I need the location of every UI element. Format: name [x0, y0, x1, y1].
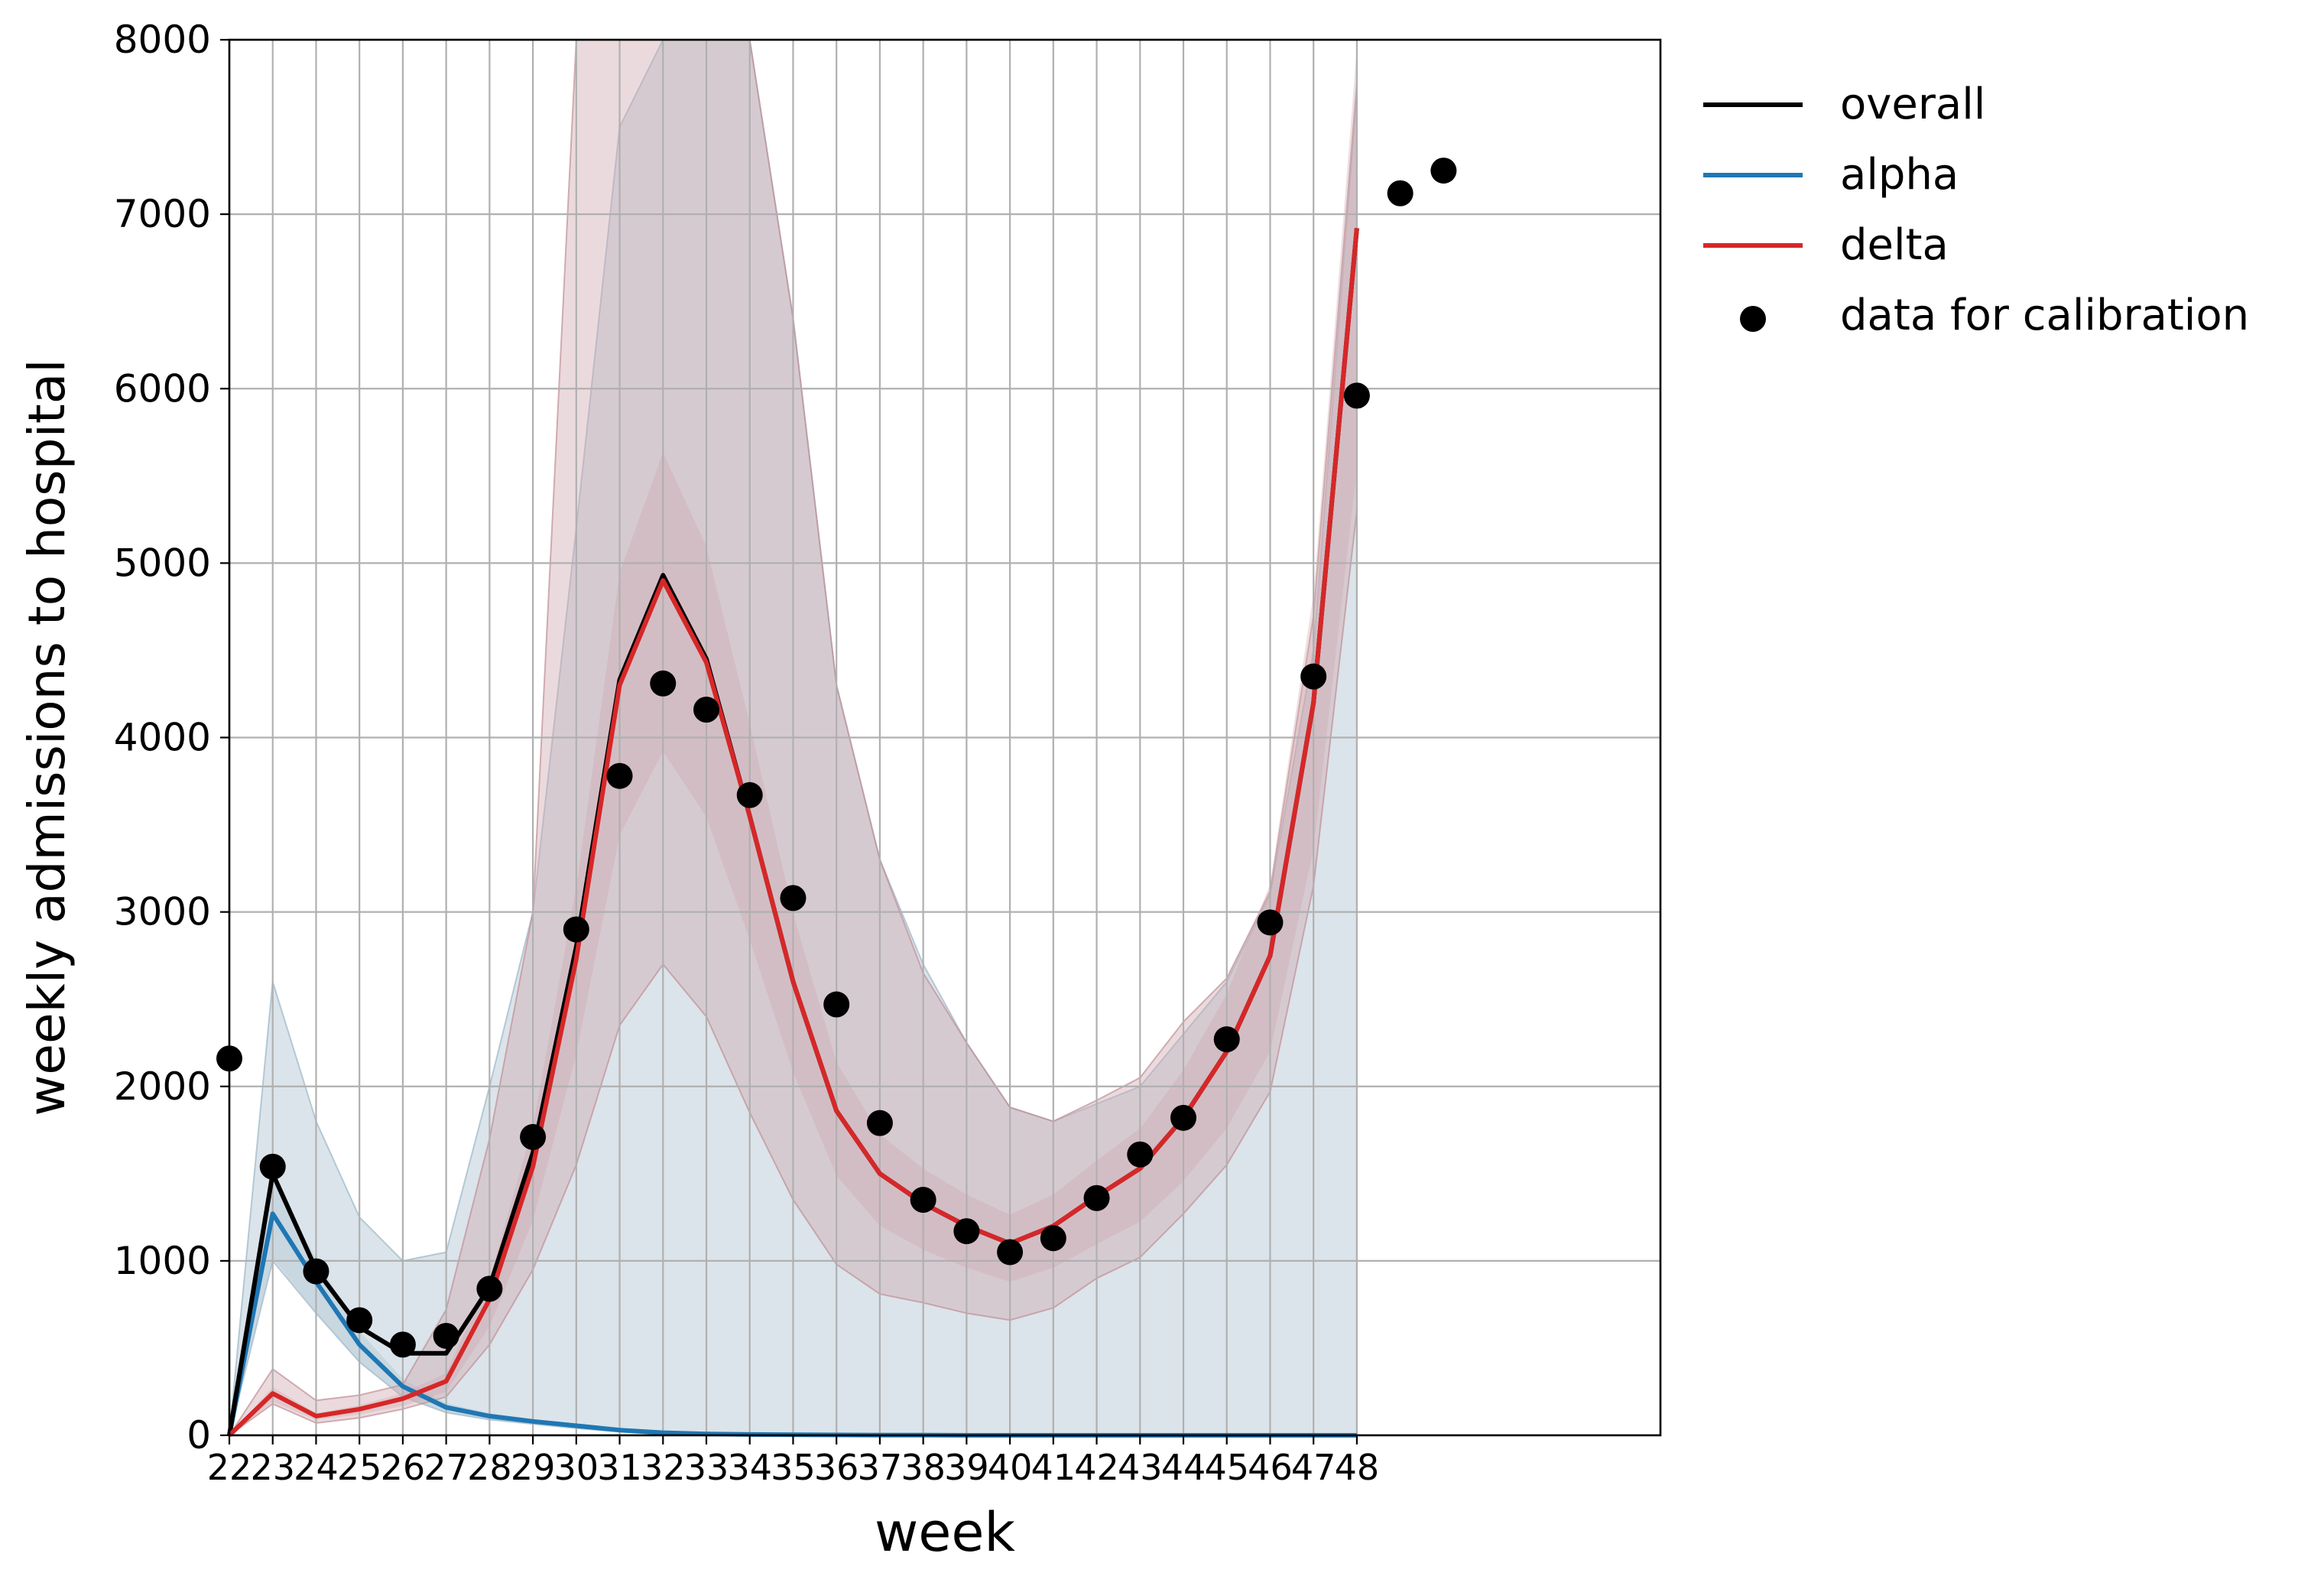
x-tick-label: 28: [467, 1447, 512, 1488]
legend-label: data for calibration: [1840, 291, 2249, 340]
y-tick-label: 4000: [114, 716, 211, 760]
calibration-point: [303, 1258, 329, 1285]
y-tick-label: 1000: [114, 1239, 211, 1283]
calibration-point: [606, 762, 633, 789]
calibration-point: [1430, 158, 1457, 184]
legend-swatch-calibration: [1740, 306, 1766, 332]
y-tick-label: 0: [187, 1413, 211, 1457]
legend-label: delta: [1840, 220, 1949, 270]
x-tick-label: 38: [901, 1447, 946, 1488]
y-tick-label: 7000: [114, 192, 211, 236]
calibration-point: [780, 885, 807, 911]
x-tick-label: 48: [1335, 1447, 1380, 1488]
line-delta: [227, 228, 1359, 1438]
y-tick-label: 2000: [114, 1064, 211, 1109]
x-tick-label: 45: [1204, 1447, 1249, 1488]
x-tick-label: 35: [771, 1447, 816, 1488]
calibration-point: [1343, 382, 1370, 409]
legend: overall alpha delta data for calibration: [1703, 80, 2249, 340]
calibration-point: [1300, 663, 1327, 690]
x-tick-label: 25: [337, 1447, 382, 1488]
calibration-point: [1170, 1104, 1196, 1131]
x-tick-label: 37: [858, 1447, 903, 1488]
calibration-point: [433, 1322, 459, 1349]
x-tick-label: 26: [381, 1447, 426, 1488]
x-tick-label: 42: [1074, 1447, 1119, 1488]
calibration-point: [389, 1331, 416, 1358]
x-tick-label: 27: [424, 1447, 469, 1488]
y-axis-label: weekly admissions to hospital: [18, 359, 76, 1116]
x-tick-label: 23: [250, 1447, 295, 1488]
calibration-point: [1083, 1184, 1110, 1211]
calibration-point: [1387, 180, 1414, 206]
calibration-point: [997, 1239, 1024, 1266]
calibration-point: [1040, 1225, 1066, 1252]
x-axis-label: week: [875, 1501, 1015, 1564]
y-tick-label: 5000: [114, 541, 211, 585]
y-tick-label: 3000: [114, 890, 211, 934]
y-tick-label: 8000: [114, 18, 211, 62]
x-tick-label: 33: [684, 1447, 729, 1488]
x-tick-label: 40: [988, 1447, 1033, 1488]
calibration-point: [520, 1123, 547, 1150]
calibration-point: [563, 916, 589, 943]
calibration-point: [1257, 909, 1284, 936]
x-tick-label: 31: [597, 1447, 642, 1488]
x-tick-label: 46: [1248, 1447, 1293, 1488]
x-tick-label: 34: [727, 1447, 772, 1488]
calibration-point: [476, 1275, 503, 1302]
y-axis-ticks: 0 1000 2000 3000 4000 5000 6000 7000 8000: [114, 18, 229, 1457]
x-axis-ticks: 2223242526272829303132333435363738394041…: [207, 1435, 1379, 1488]
calibration-points: [216, 158, 1457, 1358]
calibration-point: [346, 1307, 373, 1334]
calibration-point: [910, 1187, 936, 1214]
y-tick-label: 6000: [114, 366, 211, 411]
calibration-point: [693, 697, 719, 723]
x-tick-label: 32: [641, 1447, 686, 1488]
calibration-point: [1213, 1026, 1240, 1053]
calibration-point: [259, 1153, 286, 1180]
calibration-point: [866, 1110, 893, 1136]
x-tick-label: 24: [294, 1447, 339, 1488]
calibration-point: [650, 670, 677, 697]
calibration-point: [1127, 1141, 1154, 1168]
legend-label: alpha: [1840, 150, 1959, 200]
x-tick-label: 39: [944, 1447, 989, 1488]
x-tick-label: 41: [1031, 1447, 1076, 1488]
x-tick-label: 43: [1118, 1447, 1163, 1488]
x-tick-label: 22: [207, 1447, 252, 1488]
calibration-point: [953, 1218, 980, 1245]
x-tick-label: 36: [814, 1447, 859, 1488]
calibration-point: [823, 991, 850, 1018]
x-tick-label: 44: [1161, 1447, 1206, 1488]
x-tick-label: 47: [1291, 1447, 1336, 1488]
x-tick-label: 30: [554, 1447, 599, 1488]
legend-label: overall: [1840, 80, 1985, 129]
calibration-point: [736, 782, 763, 808]
x-tick-label: 29: [511, 1447, 556, 1488]
